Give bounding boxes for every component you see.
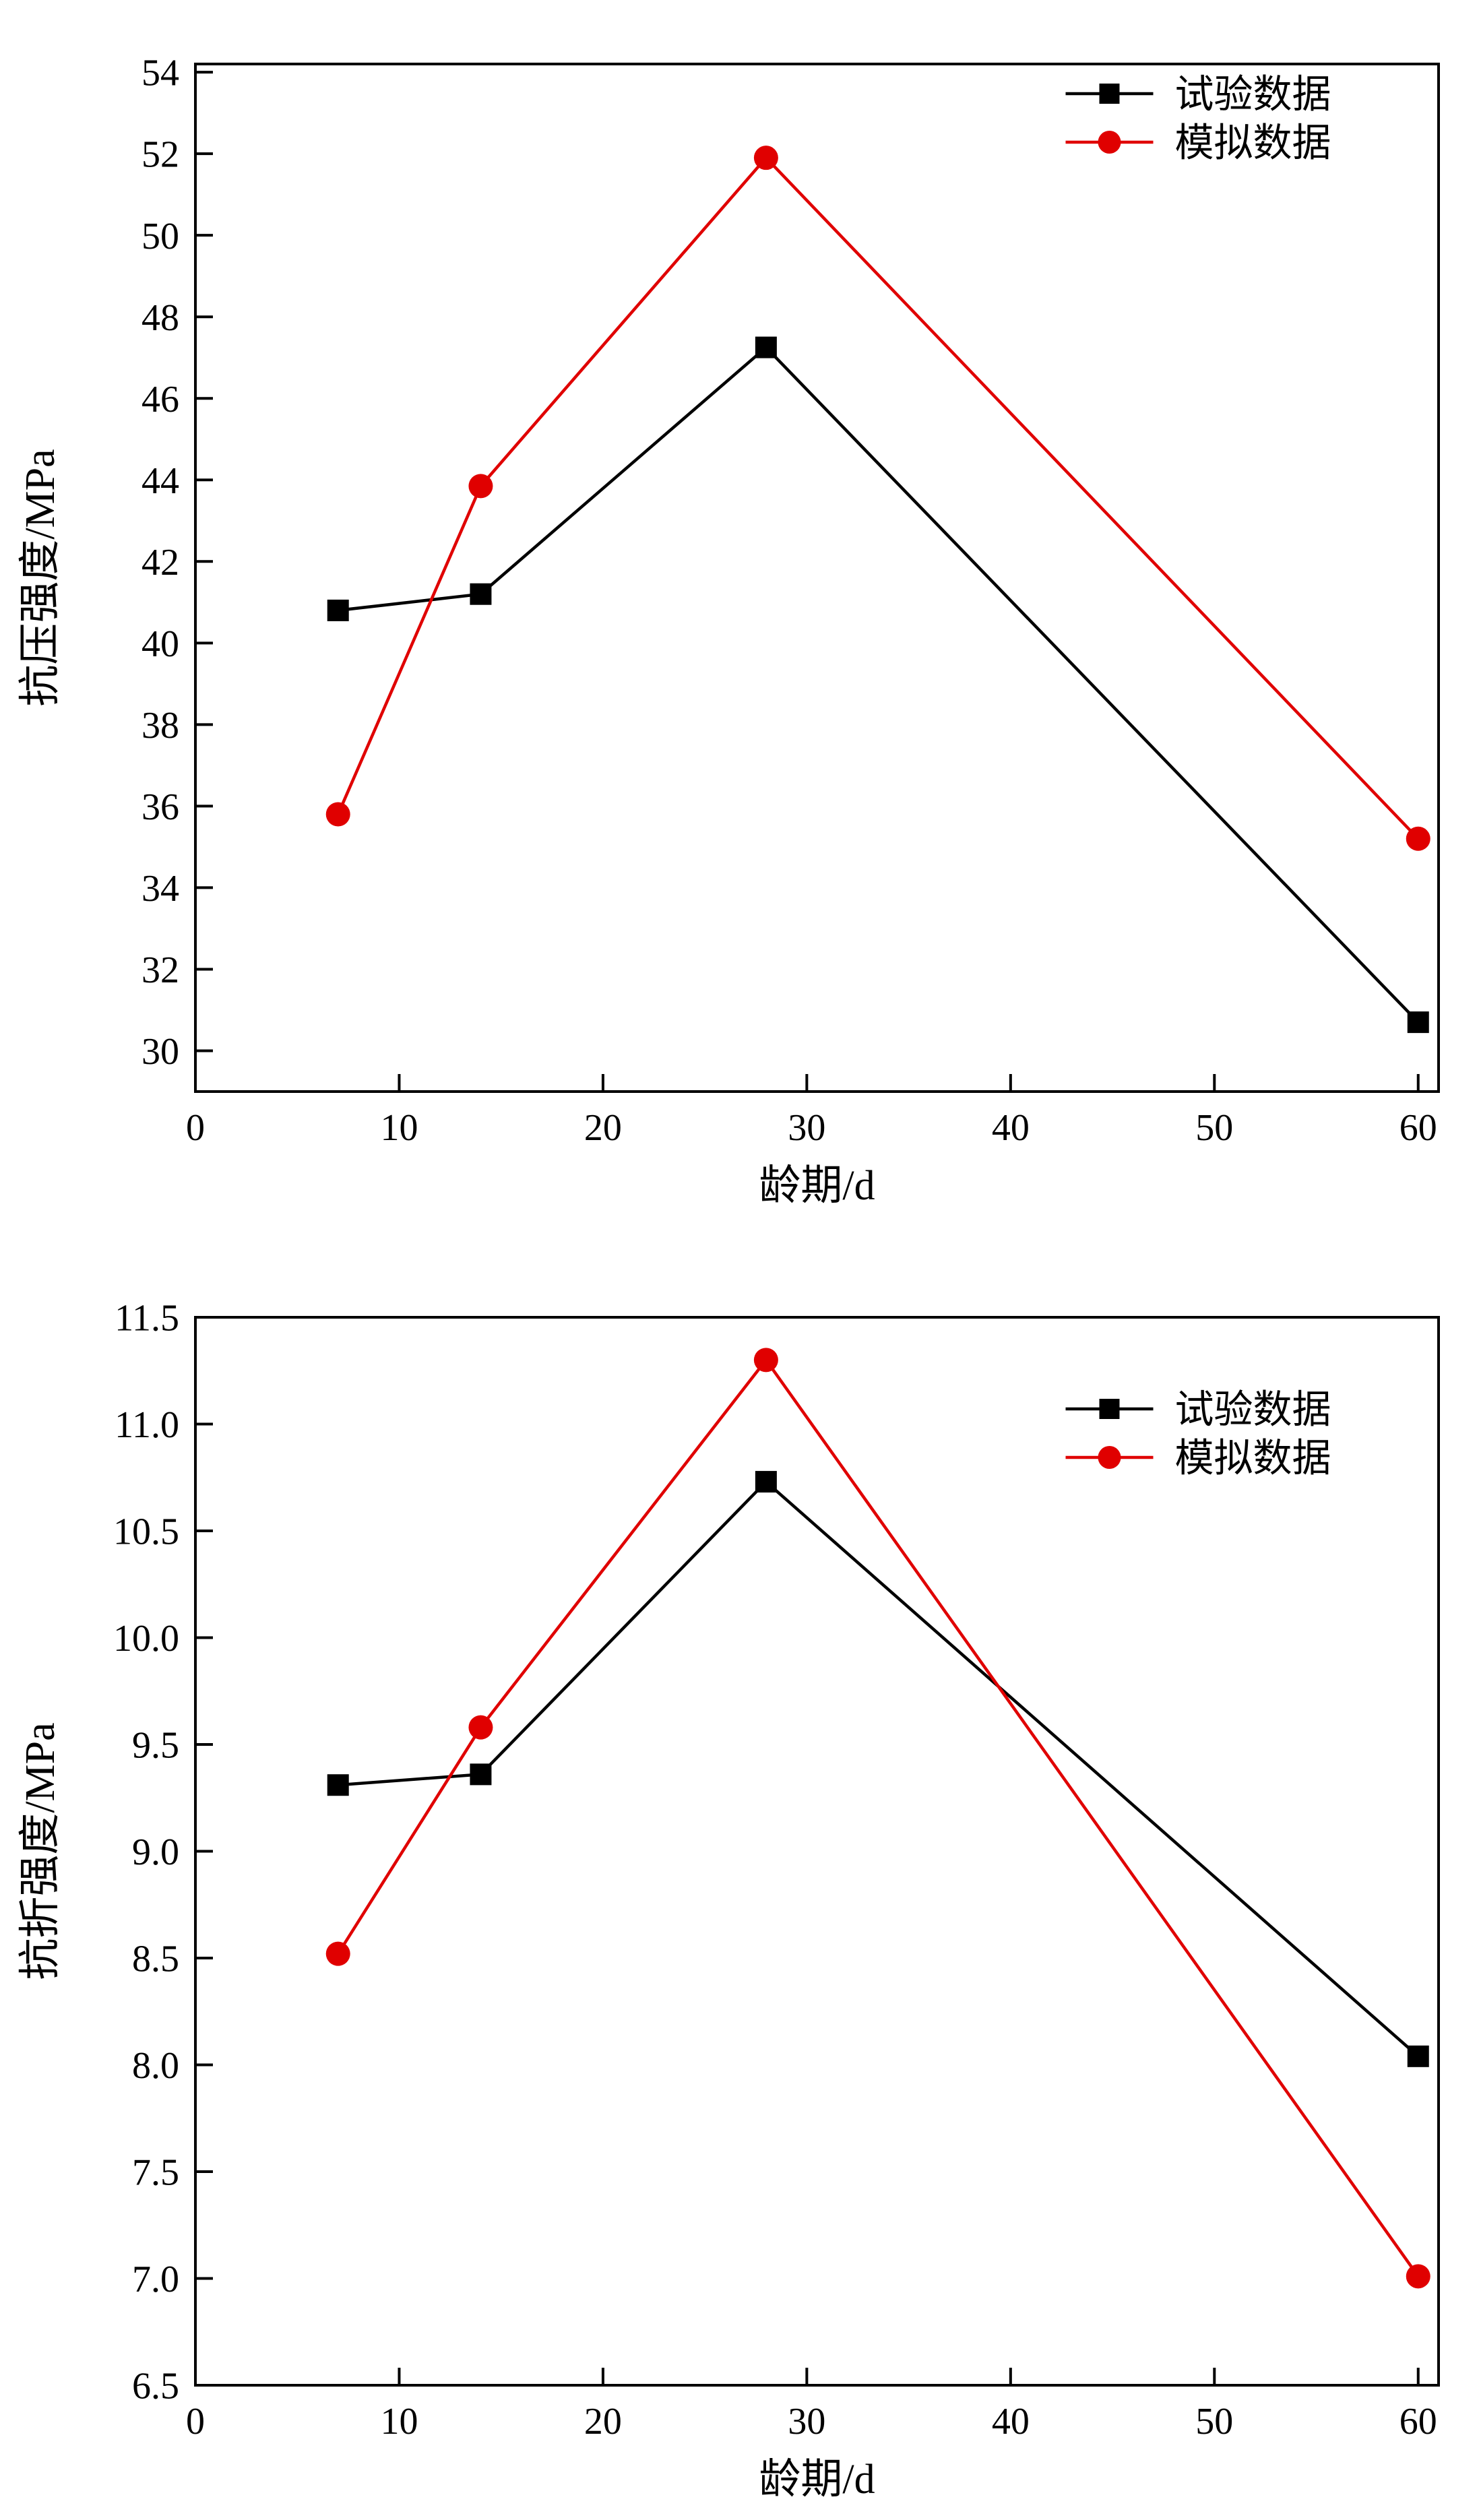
y-tick-label: 48 (141, 297, 179, 339)
y-axis-label: 抗压强度/MPa (18, 449, 63, 706)
y-tick-label: 50 (141, 216, 179, 257)
x-axis-label: 龄期/d (759, 1163, 875, 1209)
series-line (338, 345, 1420, 1023)
data-point-marker (755, 336, 777, 358)
legend-label: 模拟数据 (1175, 121, 1331, 164)
y-tick-label: 7.0 (132, 2259, 179, 2300)
legend-label: 试验数据 (1175, 1387, 1331, 1431)
legend-marker (1099, 1399, 1120, 1419)
y-tick-label: 46 (141, 379, 179, 420)
y-tick-label: 32 (141, 949, 179, 991)
y-tick-label: 7.5 (132, 2152, 179, 2194)
data-point-marker (470, 583, 492, 605)
legend-label: 模拟数据 (1175, 1436, 1331, 1480)
y-tick-label: 42 (141, 542, 179, 584)
y-tick-label: 8.0 (132, 2045, 179, 2087)
x-tick-label: 30 (788, 1107, 825, 1149)
y-tick-label: 10.5 (113, 1511, 179, 1553)
y-tick-label: 52 (141, 134, 179, 176)
y-axis-label: 抗折强度/MPa (18, 1722, 63, 1980)
x-tick-label: 20 (584, 2401, 622, 2443)
data-point-marker (325, 1941, 350, 1966)
x-tick-label: 60 (1399, 1107, 1437, 1149)
x-tick-label: 0 (186, 1107, 205, 1149)
data-point-marker (1406, 2264, 1430, 2289)
x-tick-label: 0 (186, 2401, 205, 2443)
y-tick-label: 11.5 (115, 1298, 179, 1340)
legend-marker (1099, 84, 1120, 104)
x-tick-label: 50 (1195, 2401, 1233, 2443)
data-point-marker (1407, 2045, 1429, 2067)
series-line (338, 1479, 1420, 2058)
y-tick-label: 11.0 (115, 1404, 179, 1446)
legend-marker (1098, 131, 1121, 154)
compressive-strength-chart: 0 10 20 30 40 50 60 30 32 34 36 38 40 42 44 46 48 50 52 54 龄… (18, 53, 1440, 1209)
data-point-marker (1407, 1011, 1429, 1034)
x-tick-label: 10 (380, 2401, 418, 2443)
y-tick-label: 30 (141, 1031, 179, 1073)
legend-marker (1098, 1446, 1121, 1469)
data-point-marker (468, 474, 493, 499)
data-point-marker (468, 1715, 493, 1740)
data-point-marker (470, 1763, 492, 1786)
x-tick-label: 30 (788, 2401, 825, 2443)
y-tick-label: 9.5 (132, 1725, 179, 1767)
x-axis-label: 龄期/d (759, 2457, 875, 2502)
y-tick-label: 9.0 (132, 1831, 179, 1873)
x-tick-label: 40 (992, 1107, 1030, 1149)
y-tick-label: 38 (141, 705, 179, 747)
x-tick-label: 60 (1399, 2401, 1437, 2443)
plot-frame (194, 63, 1440, 1093)
compressive-strength-figure: 0 10 20 30 40 50 60 30 32 34 36 38 40 42 44 46 48 50 52 54 龄… (0, 0, 1479, 1236)
data-point-marker (327, 1774, 349, 1796)
data-point-marker (753, 146, 778, 170)
y-tick-label: 8.5 (132, 1939, 179, 1980)
y-tick-label: 34 (141, 868, 179, 910)
data-point-marker (755, 1471, 777, 1493)
x-tick-label: 50 (1195, 1107, 1233, 1149)
x-tick-label: 20 (584, 1107, 622, 1149)
flexural-strength-figure: 0 10 20 30 40 50 60 6.5 7.0 7.5 8.0 8.5 9.0 9.5 10.0 10… (0, 1236, 1479, 2520)
flexural-strength-chart: 0 10 20 30 40 50 60 6.5 7.0 7.5 8.0 8.5 9.0 9.5 10.0 10… (18, 1298, 1440, 2502)
y-tick-label: 54 (141, 53, 179, 94)
x-tick-label: 40 (992, 2401, 1030, 2443)
y-tick-label: 44 (141, 460, 179, 502)
data-point-marker (1406, 826, 1430, 851)
y-tick-label: 6.5 (132, 2366, 179, 2407)
data-point-marker (753, 1348, 778, 1373)
data-point-marker (327, 599, 349, 621)
series-line (336, 1357, 1420, 2277)
y-tick-label: 10.0 (113, 1618, 179, 1660)
y-tick-label: 40 (141, 623, 179, 665)
y-tick-label: 36 (141, 786, 179, 828)
series-line (336, 155, 1420, 840)
x-tick-label: 10 (380, 1107, 418, 1149)
legend-label: 试验数据 (1175, 72, 1331, 116)
data-point-marker (325, 802, 350, 827)
